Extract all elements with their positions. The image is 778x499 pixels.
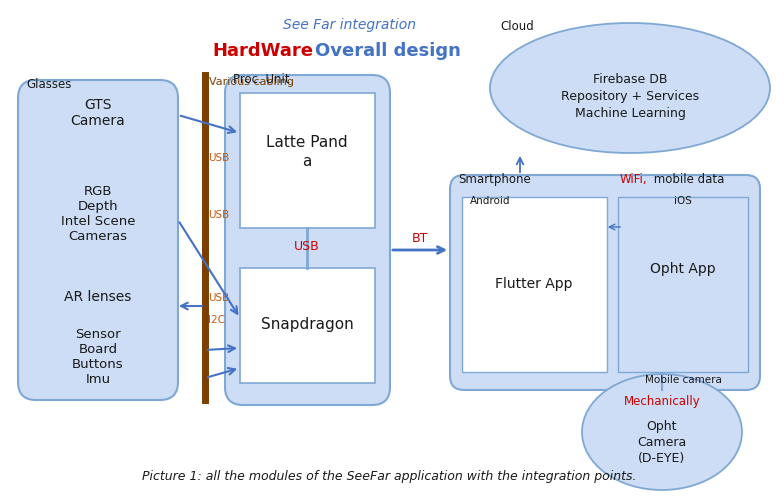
Text: Latte Pand
a: Latte Pand a	[266, 135, 348, 169]
FancyBboxPatch shape	[450, 175, 760, 390]
Text: Opht App: Opht App	[650, 262, 716, 276]
Text: Smartphone: Smartphone	[458, 173, 531, 186]
Text: Picture 1: all the modules of the SeeFar application with the integration points: Picture 1: all the modules of the SeeFar…	[142, 470, 636, 483]
Text: WiFi,: WiFi,	[620, 173, 647, 186]
Text: Cloud: Cloud	[500, 20, 534, 33]
FancyBboxPatch shape	[18, 80, 178, 400]
Text: Glasses: Glasses	[26, 78, 72, 91]
Text: HardWare: HardWare	[212, 42, 313, 60]
Text: AR lenses: AR lenses	[65, 290, 131, 304]
Text: mobile data: mobile data	[650, 173, 724, 186]
Text: Various cabling: Various cabling	[209, 77, 294, 87]
Text: Overall design: Overall design	[315, 42, 461, 60]
Text: GTS
Camera: GTS Camera	[71, 98, 125, 128]
Text: iOS: iOS	[674, 196, 692, 206]
Ellipse shape	[490, 23, 770, 153]
Text: Android: Android	[470, 196, 510, 206]
Text: BT: BT	[412, 232, 428, 245]
Text: USB: USB	[208, 153, 230, 163]
Text: Firebase DB
Repository + Services
Machine Learning: Firebase DB Repository + Services Machin…	[561, 73, 699, 120]
Text: I2C: I2C	[208, 315, 225, 325]
Text: Flutter App: Flutter App	[496, 277, 573, 291]
Bar	[462, 197, 607, 372]
Ellipse shape	[582, 374, 742, 490]
Text: USB: USB	[208, 210, 230, 220]
Text: Mechanically: Mechanically	[624, 395, 700, 408]
Text: USB: USB	[294, 240, 320, 252]
Text: RGB
Depth
Intel Scene
Cameras: RGB Depth Intel Scene Cameras	[61, 185, 135, 243]
FancyBboxPatch shape	[225, 75, 390, 405]
Bar	[618, 197, 748, 372]
Text: Opht
Camera
(D-EYE): Opht Camera (D-EYE)	[637, 420, 687, 465]
Text: See Far integration: See Far integration	[283, 18, 416, 32]
Text: Proc. Unit: Proc. Unit	[233, 73, 289, 86]
Bar	[240, 268, 375, 383]
Text: Snapdragon: Snapdragon	[261, 317, 353, 332]
Text: USB: USB	[208, 293, 230, 303]
Text: Sensor
Board
Buttons
Imu: Sensor Board Buttons Imu	[72, 328, 124, 386]
Bar	[240, 93, 375, 228]
Text: Mobile camera: Mobile camera	[644, 375, 721, 385]
